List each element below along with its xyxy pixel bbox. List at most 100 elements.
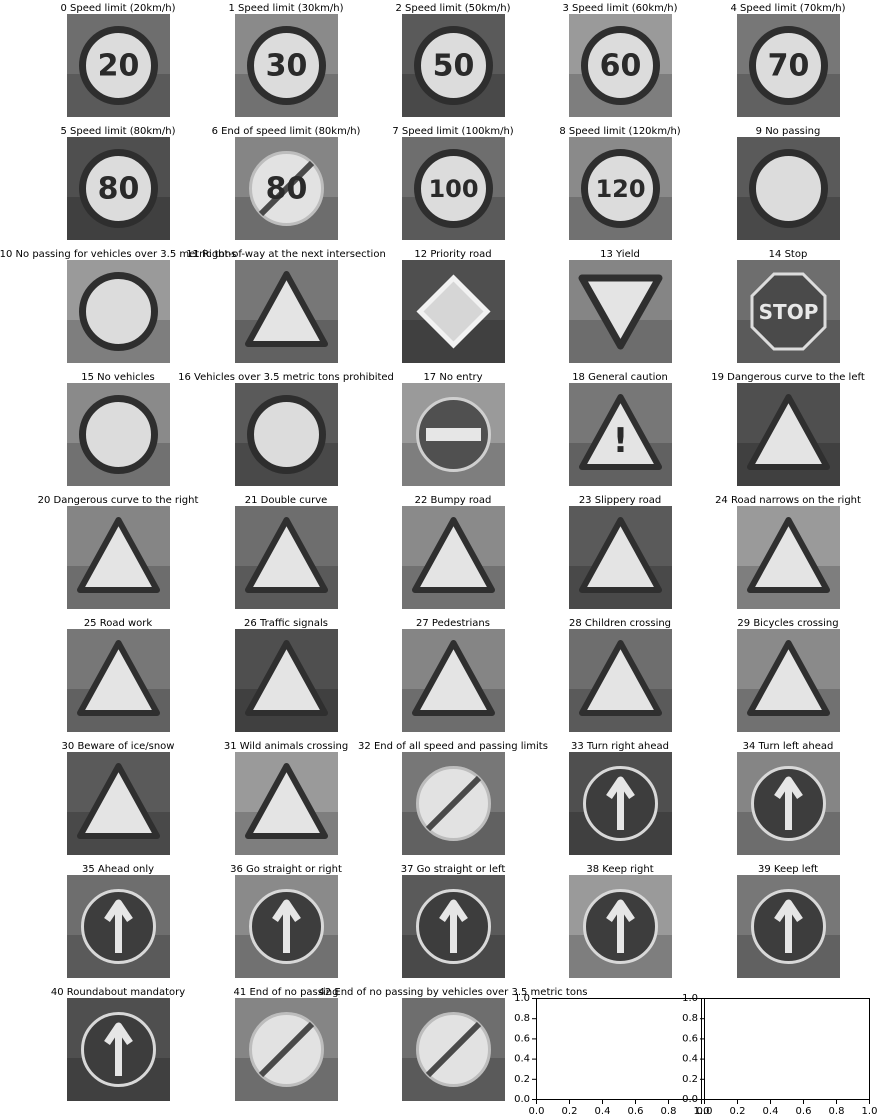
x-tick-label: 1.0 [862,1106,878,1117]
sign-glyph: 20 [97,49,139,84]
sign-image [234,752,338,855]
sign-caption: 15 No vehicles [81,372,155,383]
x-tick-label: 0.4 [595,1106,611,1117]
sign-caption: 23 Slippery road [578,495,662,506]
sign-image [66,506,170,609]
empty-axes: 0.0 0.2 0.4 0.6 0.8 1.0 0.0 0.2 0.4 0.6 0.8 1.0 [682,993,877,1117]
sign-caption: 0 Speed limit (20km/h) [60,3,176,14]
sign-caption: 20 Dangerous curve to the right [37,495,199,506]
sign-glyph: ! [612,421,628,461]
sign-image [66,875,170,978]
sign-image [401,752,505,855]
sign-image [234,506,338,609]
sign-caption: 26 Traffic signals [244,618,328,629]
empty-axes: 0.0 0.2 0.4 0.6 0.8 1.0 0.0 0.2 0.4 0.6 0.8 1.0 [514,993,709,1117]
sign-caption: 12 Priority road [414,249,492,260]
sign-image [234,383,338,486]
sign-image: 50 [401,14,505,117]
sign-caption: 3 Speed limit (60km/h) [562,3,678,14]
sign-caption: 6 End of speed limit (80km/h) [211,126,361,137]
sign-image: 70 [736,14,840,117]
y-tick-label: 0.8 [514,1013,530,1024]
y-tick-label: 0.0 [682,1094,698,1105]
sign-image [568,506,672,609]
sign-caption: 7 Speed limit (100km/h) [392,126,514,137]
x-tick-label: 0.8 [829,1106,845,1117]
sign-image [736,875,840,978]
x-tick-label: 0.0 [697,1106,713,1117]
sign-image [736,506,840,609]
sign-image [66,998,170,1101]
x-tick-label: 0.8 [661,1106,677,1117]
y-tick-label: 0.4 [682,1054,698,1065]
sign-image: 100 [401,137,505,240]
sign-image [234,875,338,978]
sign-caption: 19 Dangerous curve to the left [711,372,865,383]
sign-caption: 30 Beware of ice/snow [61,741,175,752]
sign-image [568,752,672,855]
sign-image: 120 [568,137,672,240]
sign-glyph: 120 [595,175,645,203]
sign-caption: 17 No entry [423,372,483,383]
sign-image [66,629,170,732]
sign-caption: 9 No passing [755,126,821,137]
sign-caption: 35 Ahead only [81,864,155,875]
sign-image [568,260,672,363]
sign-glyph: 100 [428,175,478,203]
sign-glyph: 70 [767,49,809,84]
sign-image [234,629,338,732]
sign-image [736,752,840,855]
sign-caption: 32 End of all speed and passing limits [358,741,548,752]
sign-caption: 42 End of no passing by vehicles over 3.… [318,987,588,998]
sign-caption: 31 Wild animals crossing [223,741,349,752]
x-tick-label: 0.6 [796,1106,812,1117]
sign-caption: 25 Road work [83,618,153,629]
sign-image: 60 [568,14,672,117]
sign-image: 80 [66,137,170,240]
sign-image [66,383,170,486]
sign-caption: 14 Stop [768,249,808,260]
sign-image [401,875,505,978]
sign-image [736,629,840,732]
y-tick-label: 0.2 [514,1074,530,1085]
y-tick-label: 0.8 [682,1013,698,1024]
sign-caption: 24 Road narrows on the right [715,495,861,506]
sign-glyph: 30 [265,49,307,84]
sign-image: 20 [66,14,170,117]
y-tick-label: 0.2 [682,1074,698,1085]
sign-caption: 2 Speed limit (50km/h) [395,3,511,14]
sign-glyph: 60 [599,49,641,84]
sign-glyph: STOP [758,300,818,324]
x-tick-label: 1.0 [694,1106,710,1117]
x-tick-label: 0.2 [730,1106,746,1117]
y-tick-label: 1.0 [514,993,530,1004]
sign-caption: 33 Turn right ahead [570,741,670,752]
sign-caption: 22 Bumpy road [414,495,492,506]
y-tick-label: 0.4 [514,1054,530,1065]
sign-caption: 13 Yield [600,249,640,260]
sign-caption: 36 Go straight or right [230,864,342,875]
sign-caption: 41 End of no passing [233,987,339,998]
sign-caption: 29 Bicycles crossing [737,618,839,629]
x-tick-label: 0.4 [763,1106,779,1117]
sign-caption: 21 Double curve [244,495,328,506]
sign-caption: 18 General caution [572,372,668,383]
sign-caption: 5 Speed limit (80km/h) [60,126,176,137]
sign-image: 30 [234,14,338,117]
x-tick-label: 0.0 [529,1106,545,1117]
sign-image [401,629,505,732]
sign-image [401,383,505,486]
x-tick-label: 0.6 [628,1106,644,1117]
sign-image [568,875,672,978]
sign-caption: 8 Speed limit (120km/h) [559,126,681,137]
sign-caption: 39 Keep left [758,864,818,875]
sign-image [66,260,170,363]
sign-caption: 16 Vehicles over 3.5 metric tons prohibi… [178,372,394,383]
sign-image [736,383,840,486]
sign-image: 80 [234,137,338,240]
sign-image [568,629,672,732]
sign-image [401,506,505,609]
y-tick-label: 0.6 [682,1033,698,1044]
sign-image [234,260,338,363]
